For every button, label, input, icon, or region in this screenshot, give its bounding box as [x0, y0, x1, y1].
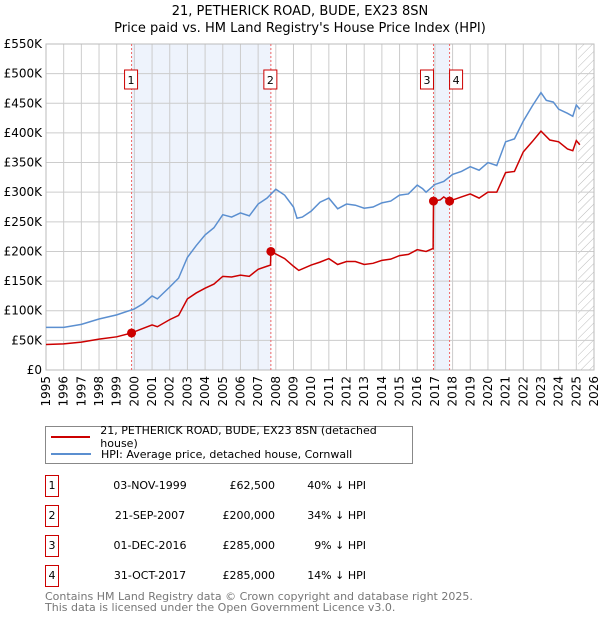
- chart-title: 21, PETHERICK ROAD, BUDE, EX23 8SN: [171, 4, 429, 19]
- y-tick-label: £450K: [4, 96, 44, 110]
- footer: Contains HM Land Registry data © Crown c…: [45, 591, 473, 613]
- x-tick-label: 2022: [516, 376, 530, 407]
- sale-number: 2: [45, 505, 59, 527]
- forecast-hatch: [578, 44, 594, 370]
- x-tick-label: 2021: [499, 376, 513, 407]
- x-tick-label: 2017: [428, 376, 442, 407]
- legend: 21, PETHERICK ROAD, BUDE, EX23 8SN (deta…: [45, 424, 413, 464]
- x-tick-label: 2008: [269, 376, 283, 407]
- x-tick-label: 2009: [286, 376, 300, 407]
- x-tick-label: 2025: [569, 376, 583, 407]
- x-tick-label: 2005: [216, 376, 230, 407]
- sale-number: 1: [45, 475, 59, 497]
- y-tick-label: £250K: [4, 215, 44, 229]
- plot-area: 1995 1996 1997 1998 1999 2000 2001 2002 2003 2004…: [4, 37, 600, 407]
- sale-point: [428, 196, 438, 206]
- footer-line-2: This data is licensed under the Open Gov…: [45, 601, 396, 614]
- sale-label-box: [263, 69, 278, 90]
- x-tick-label: 2007: [251, 376, 265, 407]
- sale-label-number: 4: [453, 74, 460, 87]
- y-tick-label: £150K: [4, 274, 44, 288]
- sale-hpi-diff: 9% ↓ HPI: [314, 539, 366, 552]
- x-tick-label: 2000: [127, 376, 141, 407]
- sale-label-box: [449, 69, 464, 90]
- x-tick-label: 2011: [322, 376, 336, 407]
- x-tick-label: 2026: [587, 376, 600, 407]
- sale-label-number: 1: [128, 74, 135, 87]
- y-tick-label: £300K: [4, 185, 44, 199]
- sale-point: [266, 246, 276, 256]
- x-tick-label: 2016: [410, 376, 424, 407]
- sale-price: £285,000: [222, 569, 276, 582]
- x-tick-label: 2002: [163, 376, 177, 407]
- sale-price: £200,000: [222, 509, 276, 522]
- y-tick-label: £200K: [4, 244, 44, 258]
- chart-subtitle: Price paid vs. HM Land Registry's House …: [114, 21, 486, 36]
- sale-number: 3: [45, 535, 59, 557]
- sale-row: 3 01-DEC-2016 £285,000 9% ↓ HPI: [45, 535, 385, 557]
- legend-red-line: [51, 436, 91, 438]
- x-tick-label: 2001: [145, 376, 159, 407]
- x-tick-label: 2012: [340, 376, 354, 407]
- sale-label-box: [419, 69, 434, 90]
- sale-hpi-diff: 14% ↓ HPI: [307, 569, 366, 582]
- series-line-hpi: [46, 91, 581, 329]
- sale-price: £62,500: [229, 479, 276, 492]
- sale-date: 03-NOV-1999: [113, 479, 187, 492]
- sale-label-number: 3: [423, 74, 430, 87]
- y-tick-label: £100K: [4, 304, 44, 318]
- sale-price: £285,000: [222, 539, 276, 552]
- sale-point: [445, 196, 455, 206]
- x-tick-label: 1996: [57, 376, 71, 407]
- x-tick-label: 1995: [39, 376, 53, 407]
- x-tick-label: 2013: [357, 376, 371, 407]
- series-line-property: [45, 130, 581, 346]
- x-tick-label: 2014: [375, 376, 389, 407]
- shaded-range: [433, 44, 450, 370]
- x-tick-label: 2019: [463, 376, 477, 407]
- x-tick-label: 2023: [534, 376, 548, 407]
- y-tick-label: £550K: [4, 37, 44, 51]
- y-tick-label: £50K: [11, 333, 43, 347]
- sale-date: 31-OCT-2017: [113, 569, 187, 582]
- sale-row: 4 31-OCT-2017 £285,000 14% ↓ HPI: [45, 565, 385, 587]
- legend-label-hpi: HPI: Average price, detached house, Corn…: [101, 447, 353, 461]
- y-tick-label: £400K: [4, 126, 44, 140]
- x-tick-label: 2006: [233, 376, 247, 407]
- sale-date: 01-DEC-2016: [113, 539, 187, 552]
- y-tick-label: £350K: [4, 156, 44, 170]
- x-tick-label: 1999: [110, 376, 124, 407]
- sale-label-box: [124, 69, 139, 90]
- plot-border: [45, 43, 595, 371]
- legend-label-property: 21, PETHERICK ROAD, BUDE, EX23 8SN (deta…: [100, 424, 377, 450]
- sale-row: 1 03-NOV-1999 £62,500 40% ↓ HPI: [45, 475, 385, 497]
- x-tick-label: 2018: [446, 376, 460, 407]
- x-tick-label: 2020: [481, 376, 495, 407]
- sale-label-number: 2: [267, 74, 274, 87]
- x-tick-label: 2024: [552, 376, 566, 407]
- x-tick-label: 1997: [74, 376, 88, 407]
- sale-hpi-diff: 40% ↓ HPI: [307, 479, 366, 492]
- sale-row: 2 21-SEP-2007 £200,000 34% ↓ HPI: [45, 505, 385, 527]
- x-tick-label: 2010: [304, 376, 318, 407]
- sale-number: 4: [45, 565, 59, 587]
- y-tick-label: £500K: [4, 67, 44, 81]
- footer-line-1: Contains HM Land Registry data © Crown c…: [45, 590, 473, 603]
- sale-point: [127, 328, 137, 338]
- legend-blue-line: [51, 453, 91, 455]
- sale-hpi-diff: 34% ↓ HPI: [307, 509, 366, 522]
- x-tick-label: 2004: [198, 376, 212, 407]
- shaded-range: [131, 44, 271, 370]
- x-tick-label: 1998: [92, 376, 106, 407]
- y-tick-label: £0: [27, 363, 42, 377]
- sale-date: 21-SEP-2007: [114, 509, 186, 522]
- x-tick-label: 2015: [393, 376, 407, 407]
- x-tick-label: 2003: [180, 376, 194, 407]
